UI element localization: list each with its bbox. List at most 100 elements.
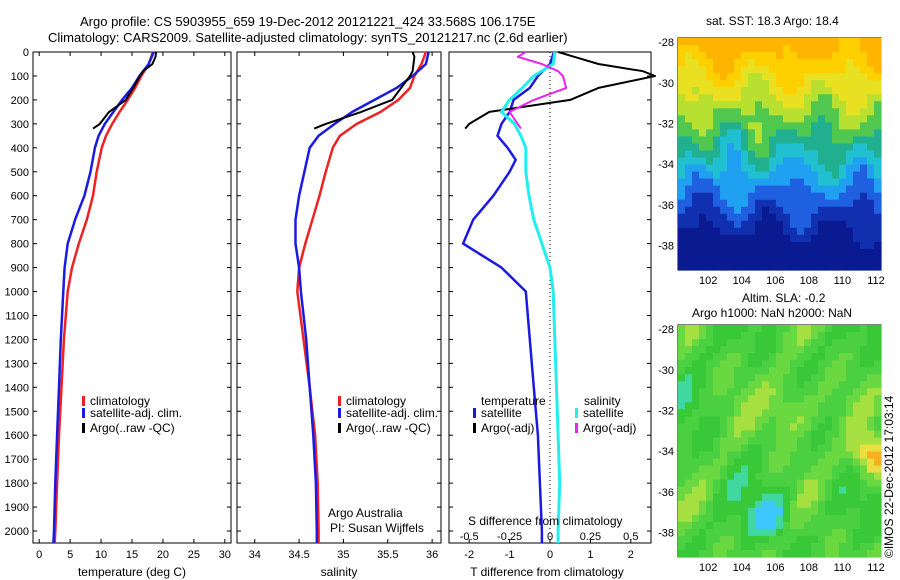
sla-cell bbox=[692, 416, 700, 425]
sla-cell bbox=[678, 367, 686, 375]
sst-cell bbox=[783, 192, 791, 201]
sla-cell bbox=[818, 542, 826, 551]
sst-cell bbox=[874, 108, 882, 116]
sst-cell bbox=[678, 241, 686, 250]
sst-cell bbox=[846, 136, 854, 145]
sla-cell bbox=[734, 367, 742, 375]
sla-cell bbox=[769, 416, 777, 425]
sst-cell bbox=[699, 59, 707, 67]
sst-cell bbox=[734, 241, 742, 250]
sla-cell bbox=[769, 381, 777, 389]
sst-cell bbox=[699, 52, 707, 60]
sst-cell bbox=[860, 80, 868, 88]
sla-cell bbox=[769, 367, 777, 375]
sla-cell bbox=[867, 395, 875, 403]
sst-cell bbox=[804, 192, 812, 201]
sst-cell bbox=[874, 80, 882, 88]
sla-cell bbox=[755, 423, 763, 432]
sla-cell bbox=[706, 325, 714, 333]
sst-cell bbox=[804, 94, 812, 102]
sla-cell bbox=[797, 542, 805, 551]
sla-cell bbox=[713, 472, 721, 481]
sst-cell bbox=[706, 164, 714, 173]
sla-cell bbox=[678, 521, 686, 530]
sst-cell bbox=[846, 73, 854, 81]
sst-cell bbox=[811, 262, 819, 271]
sla-cell bbox=[720, 409, 728, 417]
sst-cell bbox=[678, 220, 686, 229]
sla-cell bbox=[685, 332, 693, 340]
sla-cell bbox=[734, 521, 742, 530]
sla-cell bbox=[853, 549, 861, 558]
sst-cell bbox=[678, 150, 686, 159]
sst-cell bbox=[853, 66, 861, 74]
sla-cell bbox=[769, 430, 777, 439]
sst-cell bbox=[832, 164, 840, 173]
sla-cell bbox=[874, 339, 882, 347]
sst-cell bbox=[839, 66, 847, 74]
sst-cell bbox=[790, 129, 798, 138]
sst-cell bbox=[762, 248, 770, 257]
sst-cell bbox=[734, 136, 742, 145]
sst-cell bbox=[741, 66, 749, 74]
sla-cell bbox=[678, 451, 686, 460]
sla-cell bbox=[762, 486, 770, 495]
sla-cell bbox=[783, 458, 791, 467]
sst-cell bbox=[790, 199, 798, 208]
sla-cell bbox=[769, 395, 777, 403]
sla-cell bbox=[867, 514, 875, 523]
sla-cell bbox=[699, 416, 707, 425]
sla-cell bbox=[699, 430, 707, 439]
sla-cell bbox=[832, 444, 840, 453]
sst-cell bbox=[825, 115, 833, 123]
sla-cell bbox=[804, 430, 812, 439]
sst-cell bbox=[685, 108, 693, 116]
sst-cell bbox=[755, 73, 763, 81]
sst-cell bbox=[720, 122, 728, 130]
sla-cell bbox=[734, 374, 742, 382]
sla-cell bbox=[846, 346, 854, 354]
sst-cell bbox=[783, 213, 791, 222]
sst-cell bbox=[706, 199, 714, 208]
sst-cell bbox=[846, 45, 854, 53]
sla-cell bbox=[776, 549, 784, 558]
map-x-tick-label: 106 bbox=[766, 275, 784, 287]
sst-cell bbox=[762, 115, 770, 123]
sla-cell bbox=[846, 479, 854, 488]
sst-cell bbox=[860, 255, 868, 264]
sla-cell bbox=[678, 500, 686, 509]
map-y-tick-label: -30 bbox=[658, 365, 674, 377]
sla-cell bbox=[825, 507, 833, 516]
sla-cell bbox=[762, 395, 770, 403]
sst-cell bbox=[685, 45, 693, 53]
sla-cell bbox=[832, 332, 840, 340]
sla-cell bbox=[860, 465, 868, 474]
sla-cell bbox=[839, 332, 847, 340]
temperature-legend: climatology satellite-adj. clim. Argo(..… bbox=[82, 394, 182, 435]
sst-cell bbox=[783, 262, 791, 271]
sst-cell bbox=[860, 213, 868, 222]
sst-cell bbox=[699, 38, 707, 46]
sla-cell bbox=[832, 479, 840, 488]
sst-cell bbox=[776, 66, 784, 74]
sst-cell bbox=[713, 220, 721, 229]
sst-cell bbox=[678, 66, 686, 74]
sla-cell bbox=[706, 332, 714, 340]
sst-cell bbox=[776, 262, 784, 271]
sst-cell bbox=[713, 129, 721, 138]
sst-cell bbox=[860, 220, 868, 229]
sst-cell bbox=[804, 178, 812, 187]
sst-cell bbox=[748, 94, 756, 102]
sst-cell bbox=[818, 220, 826, 229]
sst-cell bbox=[685, 185, 693, 194]
legend-swatch-s-argo bbox=[575, 423, 578, 433]
sla-cell bbox=[839, 486, 847, 495]
sla-cell bbox=[867, 353, 875, 361]
sst-cell bbox=[804, 213, 812, 222]
sst-cell bbox=[804, 157, 812, 166]
sla-cell bbox=[748, 479, 756, 488]
sst-cell bbox=[790, 108, 798, 116]
sla-cell bbox=[755, 514, 763, 523]
salinity-argo-line bbox=[313, 51, 416, 130]
sst-cell bbox=[748, 136, 756, 145]
